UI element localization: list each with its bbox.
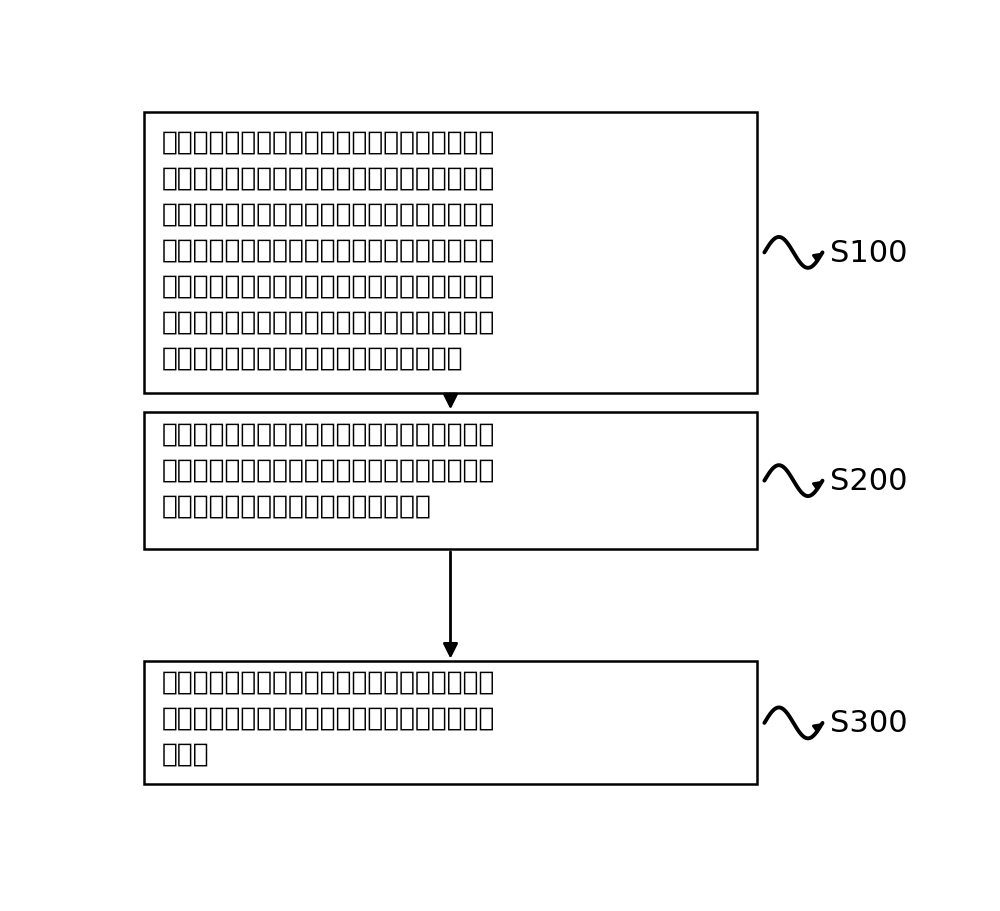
Text: 在所述近场显示下运用优化算法计算所述纳米微
腔阵列的相位分布并对根据所述相位分布计算远
场全息: 在所述近场显示下运用优化算法计算所述纳米微 腔阵列的相位分布并对根据所述相位分布… <box>161 669 495 767</box>
Text: 基于光谱的透射率与纳米微腔电介质层厚度的对
应关系形成一种包含多个纳米微腔的纳米微腔阵
列，使其中每个纳米微腔对一个选取中心波长的
光谱呈高透射或在对选取中心波: 基于光谱的透射率与纳米微腔电介质层厚度的对 应关系形成一种包含多个纳米微腔的纳米… <box>161 129 495 372</box>
FancyBboxPatch shape <box>144 113 757 394</box>
Text: 以不同中心波长的光谱在所述纳米微腔阵列的透
射情况确定近场显示并获得所述纳米微腔阵列中
每个纳米微腔在近场显示中的分布情况: 以不同中心波长的光谱在所述纳米微腔阵列的透 射情况确定近场显示并获得所述纳米微腔… <box>161 421 495 518</box>
FancyBboxPatch shape <box>144 661 757 784</box>
Text: S200: S200 <box>830 466 908 496</box>
Text: S300: S300 <box>830 709 908 738</box>
FancyBboxPatch shape <box>144 413 757 549</box>
Text: S100: S100 <box>830 239 908 268</box>
